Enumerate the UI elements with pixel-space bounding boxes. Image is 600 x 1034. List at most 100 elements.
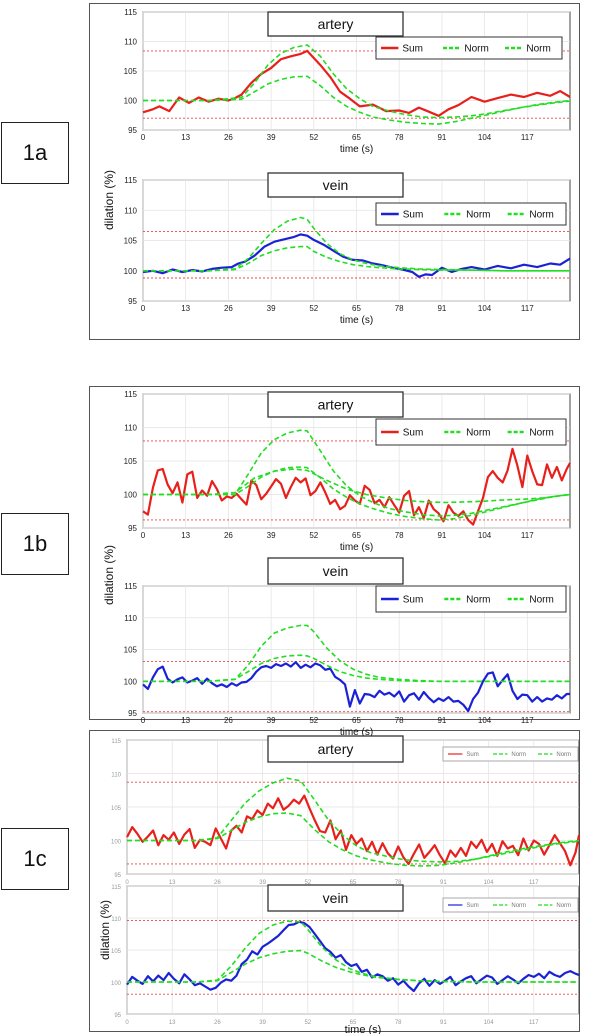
legend-label: Norm: [529, 428, 553, 439]
legend-box: [375, 418, 567, 446]
x-tick-label: 91: [437, 531, 446, 540]
norm-series-line: [143, 245, 570, 272]
sum-series-line: [126, 794, 581, 867]
legend-label: Norm: [529, 595, 553, 606]
y-tick-label: 115: [124, 176, 137, 185]
x-tick-label: 39: [259, 1020, 266, 1026]
chart-title: vein: [323, 890, 349, 906]
norm-series-line: [143, 654, 570, 683]
y-tick-label: 95: [128, 297, 137, 306]
x-tick-label: 117: [521, 716, 534, 725]
norm-series-line: [127, 777, 580, 863]
x-tick-label: 0: [125, 1020, 129, 1026]
x-tick-label: 26: [214, 880, 221, 886]
x-tick-label: 104: [484, 1020, 495, 1026]
legend-label: Norm: [466, 595, 490, 606]
y-tick-label: 105: [111, 949, 122, 955]
x-tick-label: 65: [352, 531, 361, 540]
chart-title: artery: [318, 16, 354, 32]
sum-series-line: [126, 920, 580, 993]
x-tick-label: 78: [395, 716, 404, 725]
legend-label: Norm: [511, 752, 526, 758]
chart-title-box: [267, 557, 404, 585]
y-tick-label: 110: [111, 773, 121, 779]
x-tick-label: 13: [181, 304, 190, 313]
chart-title: vein: [323, 177, 349, 193]
chart-title: artery: [318, 397, 354, 413]
x-tick-label: 39: [259, 880, 266, 886]
panel-label-1b: 1b: [1, 513, 69, 575]
x-tick-label: 65: [352, 716, 361, 725]
legend-label: Norm: [464, 44, 488, 55]
x-tick-label: 0: [141, 133, 146, 142]
y-tick-label: 115: [111, 739, 121, 745]
x-tick-label: 26: [224, 133, 233, 142]
y-tick-label: 105: [124, 67, 138, 76]
norm-series-line: [143, 466, 571, 521]
y-tick-label: 105: [124, 237, 138, 246]
x-tick-label: 13: [181, 531, 190, 540]
chart-title: artery: [318, 741, 354, 757]
x-tick-label: 65: [350, 1020, 357, 1026]
x-axis-label: time (s): [340, 144, 373, 155]
x-tick-label: 104: [478, 133, 492, 142]
x-tick-label: 65: [352, 304, 361, 313]
y-tick-label: 110: [111, 917, 121, 923]
legend-label: Sum: [403, 428, 424, 439]
y-tick-label: 105: [111, 806, 122, 812]
x-tick-label: 26: [224, 716, 233, 725]
norm-series-line: [143, 75, 571, 125]
legend-label: Sum: [403, 595, 424, 606]
x-tick-label: 39: [267, 531, 276, 540]
x-tick-label: 78: [395, 880, 402, 886]
x-tick-label: 52: [309, 531, 318, 540]
x-tick-label: 13: [181, 133, 190, 142]
x-tick-label: 26: [224, 531, 233, 540]
y-tick-label: 105: [124, 457, 138, 466]
x-tick-label: 13: [169, 880, 176, 886]
y-tick-label: 95: [114, 1013, 121, 1019]
y-tick-label: 100: [124, 677, 138, 686]
x-tick-label: 91: [440, 1020, 447, 1026]
x-tick-label: 91: [437, 304, 446, 313]
x-tick-label: 117: [521, 304, 534, 313]
legend-box: [442, 746, 579, 762]
x-tick-label: 78: [395, 531, 404, 540]
chart-title-box: [267, 735, 404, 763]
legend-box: [442, 897, 579, 913]
y-tick-label: 100: [124, 97, 138, 106]
x-tick-label: 91: [440, 880, 447, 886]
chart-title-box: [267, 391, 404, 418]
x-axis-label: time (s): [340, 315, 373, 326]
sum-series-line: [142, 233, 571, 278]
x-tick-label: 117: [521, 133, 534, 142]
norm-series-line: [127, 812, 580, 867]
legend-label: Norm: [556, 752, 571, 758]
x-tick-label: 91: [437, 133, 446, 142]
legend-box: [375, 202, 567, 226]
sum-series-line: [142, 661, 570, 713]
chart-title: vein: [323, 563, 349, 579]
legend-label: Sum: [403, 210, 424, 221]
panel-label-1c: 1c: [1, 828, 69, 890]
norm-series-line: [143, 429, 571, 517]
legend-box: [375, 36, 563, 60]
legend-label: Sum: [466, 903, 478, 909]
x-tick-label: 104: [478, 304, 492, 313]
y-tick-label: 110: [124, 38, 137, 47]
y-tick-label: 115: [124, 390, 137, 399]
y-tick-label: 115: [111, 885, 121, 891]
chart-title-box: [267, 884, 404, 912]
panel-label-1a: 1a: [1, 122, 69, 184]
x-tick-label: 52: [304, 1020, 311, 1026]
y-tick-label: 95: [128, 126, 137, 135]
x-tick-label: 52: [309, 304, 318, 313]
y-tick-label: 115: [124, 8, 137, 17]
legend-label: Norm: [556, 903, 571, 909]
x-tick-label: 104: [478, 716, 492, 725]
legend-label: Sum: [402, 44, 423, 55]
norm-series-line: [143, 44, 571, 119]
x-tick-label: 65: [350, 880, 357, 886]
x-tick-label: 0: [125, 880, 129, 886]
